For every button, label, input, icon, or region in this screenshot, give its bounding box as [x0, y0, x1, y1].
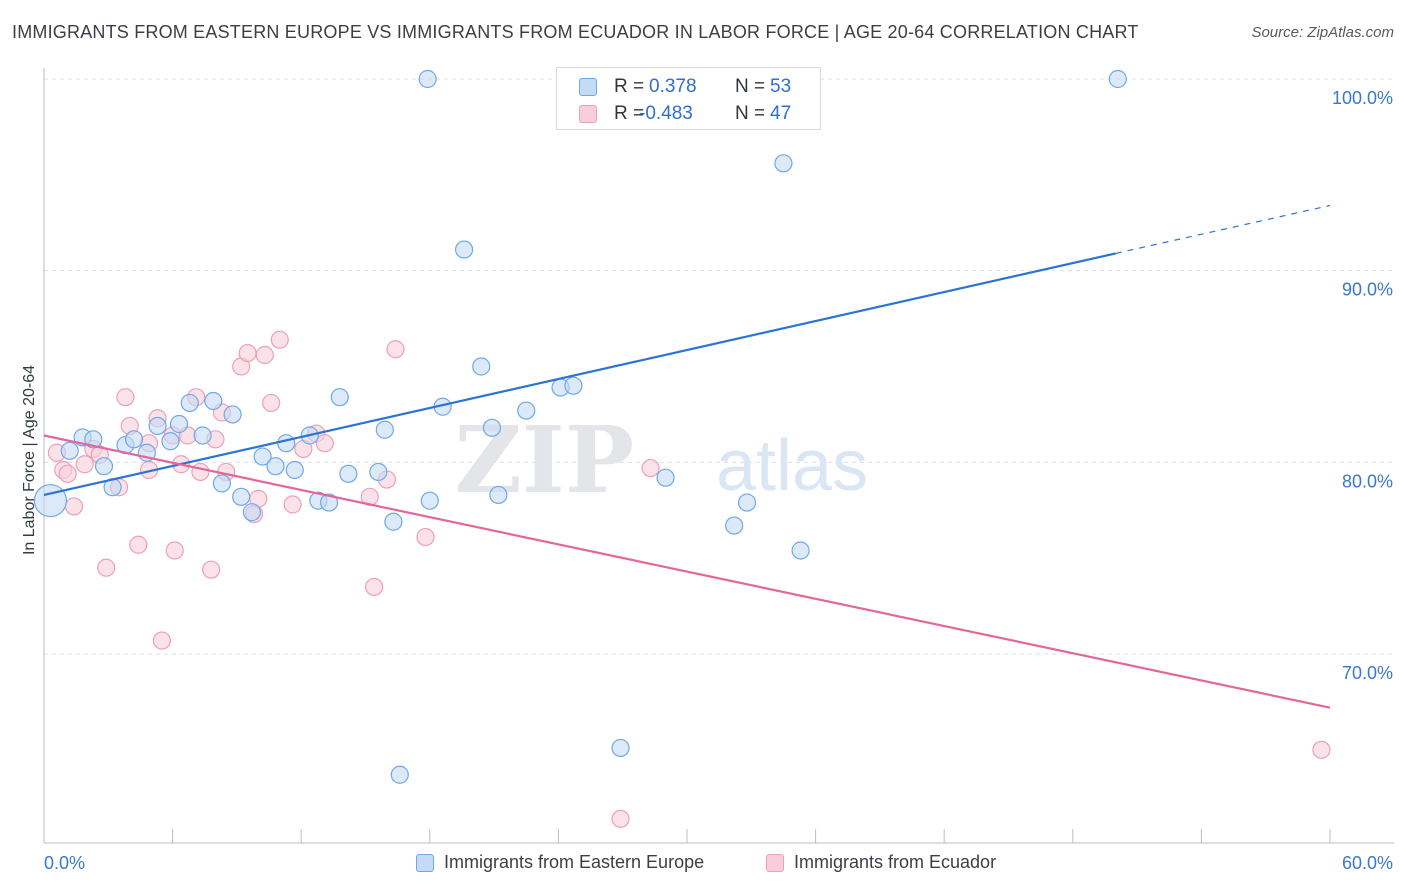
ecuador-point	[283, 495, 302, 514]
eastern-europe-point	[725, 516, 744, 535]
eastern-europe-point	[161, 432, 180, 451]
eastern-europe-point	[375, 420, 394, 439]
eastern-europe-point	[285, 460, 304, 480]
eastern-europe-point	[420, 491, 439, 510]
tick-labels: 70.0% 80.0% 90.0% 100.0% 0.0% 60.0%	[44, 88, 1393, 873]
eastern-europe-point	[169, 414, 189, 434]
ecuador-point	[262, 393, 281, 413]
n-label: N =	[735, 103, 766, 124]
eastern-europe-point	[482, 418, 502, 437]
eastern-europe-point	[369, 462, 388, 482]
x-tick-label: 60.0%	[1342, 853, 1393, 873]
y-tick-label: 80.0%	[1342, 471, 1393, 491]
eastern-europe-point	[418, 69, 437, 89]
y-tick-label: 100.0%	[1332, 88, 1393, 108]
legend-swatch-pink	[766, 853, 784, 872]
eastern-europe-point	[774, 154, 793, 173]
ecuador-point	[165, 541, 184, 560]
eastern-europe-point	[1108, 69, 1127, 89]
axes	[43, 68, 1394, 844]
eastern-europe-point	[330, 388, 349, 407]
eastern-europe-point	[193, 426, 212, 445]
chart-title: IMMIGRANTS FROM EASTERN EUROPE VS IMMIGR…	[12, 22, 1139, 42]
ecuador-point	[270, 330, 289, 349]
eastern-europe-point	[390, 765, 409, 784]
watermark: ZIP atlas	[455, 406, 868, 514]
r-value: 0.378	[649, 76, 697, 97]
eastern-europe-point	[564, 376, 583, 395]
eastern-europe-point	[339, 464, 358, 483]
ecuador-point	[255, 345, 274, 365]
legend-label: Immigrants from Ecuador	[794, 852, 997, 872]
ecuador-point	[238, 343, 257, 363]
ecuador-point	[152, 631, 171, 650]
correlation-stats-box: R = 0.378 N = 53 R = -0.483 N = 47	[556, 67, 821, 130]
ecuador-point	[364, 577, 384, 597]
eastern-europe-point	[656, 468, 675, 487]
n-value: 47	[770, 103, 792, 124]
eastern-europe-point	[319, 493, 339, 512]
eastern-europe-point	[472, 357, 491, 376]
ecuador-point	[416, 527, 435, 547]
eastern-europe-point	[223, 405, 242, 424]
eastern-europe-point	[253, 447, 272, 466]
ecuador-point	[641, 458, 660, 478]
ecuador-point	[58, 464, 77, 483]
eastern-europe-point	[212, 474, 231, 493]
legend-label: Immigrants from Eastern Europe	[444, 852, 705, 872]
eastern-europe-point	[148, 416, 167, 436]
legend-swatch-blue	[416, 853, 434, 872]
watermark-atlas: atlas	[716, 426, 868, 506]
ecuador-point	[191, 462, 210, 482]
eastern-europe-point	[737, 493, 757, 512]
stats-swatch-pink	[579, 105, 597, 123]
n-label: N =	[735, 76, 766, 97]
legend-item-eastern-europe[interactable]: Immigrants from Eastern Europe	[416, 852, 704, 873]
r-label: R =	[614, 103, 645, 124]
ecuador-point	[202, 560, 221, 579]
eastern-europe-trend-extension	[1115, 204, 1331, 255]
ecuador-trend-line	[43, 434, 1331, 709]
y-tick-label: 70.0%	[1342, 663, 1393, 683]
eastern-europe-point	[33, 484, 68, 518]
eastern-europe-point	[60, 441, 79, 460]
ecuador-point	[1312, 740, 1331, 759]
eastern-europe-point	[242, 503, 262, 522]
watermark-zip: ZIP	[455, 406, 634, 514]
eastern-europe-point	[489, 485, 508, 505]
r-value: -0.483	[639, 103, 693, 124]
ecuador-points	[47, 330, 1331, 828]
stats-swatch-blue	[579, 78, 597, 96]
eastern-europe-point	[94, 457, 114, 476]
ecuador-point	[611, 809, 630, 828]
eastern-europe-trend-line	[43, 252, 1116, 496]
ecuador-point	[129, 535, 148, 554]
eastern-europe-point	[454, 240, 474, 259]
eastern-europe-point	[266, 457, 285, 476]
y-tick-label: 90.0%	[1342, 280, 1393, 300]
legend-item-ecuador[interactable]: Immigrants from Ecuador	[766, 852, 996, 873]
eastern-europe-point	[84, 430, 103, 449]
eastern-europe-point	[180, 393, 199, 413]
x-tick-label: 0.0%	[44, 853, 85, 873]
eastern-europe-point	[791, 541, 810, 560]
ecuador-point	[75, 455, 94, 474]
eastern-europe-point	[384, 512, 403, 531]
trend-lines	[43, 204, 1331, 709]
source-label: Source: ZipAtlas.com	[1251, 24, 1394, 41]
eastern-europe-point	[277, 434, 296, 453]
ecuador-point	[386, 340, 405, 359]
eastern-europe-point	[124, 430, 144, 449]
eastern-europe-point	[232, 487, 251, 506]
eastern-europe-point	[204, 391, 223, 411]
eastern-europe-point	[611, 738, 630, 758]
eastern-europe-point	[517, 401, 536, 420]
ecuador-point	[97, 558, 116, 577]
ecuador-point	[64, 497, 84, 516]
r-label: R =	[614, 76, 645, 97]
ecuador-point	[315, 434, 334, 453]
ecuador-point	[116, 388, 135, 407]
n-value: 53	[770, 76, 792, 97]
